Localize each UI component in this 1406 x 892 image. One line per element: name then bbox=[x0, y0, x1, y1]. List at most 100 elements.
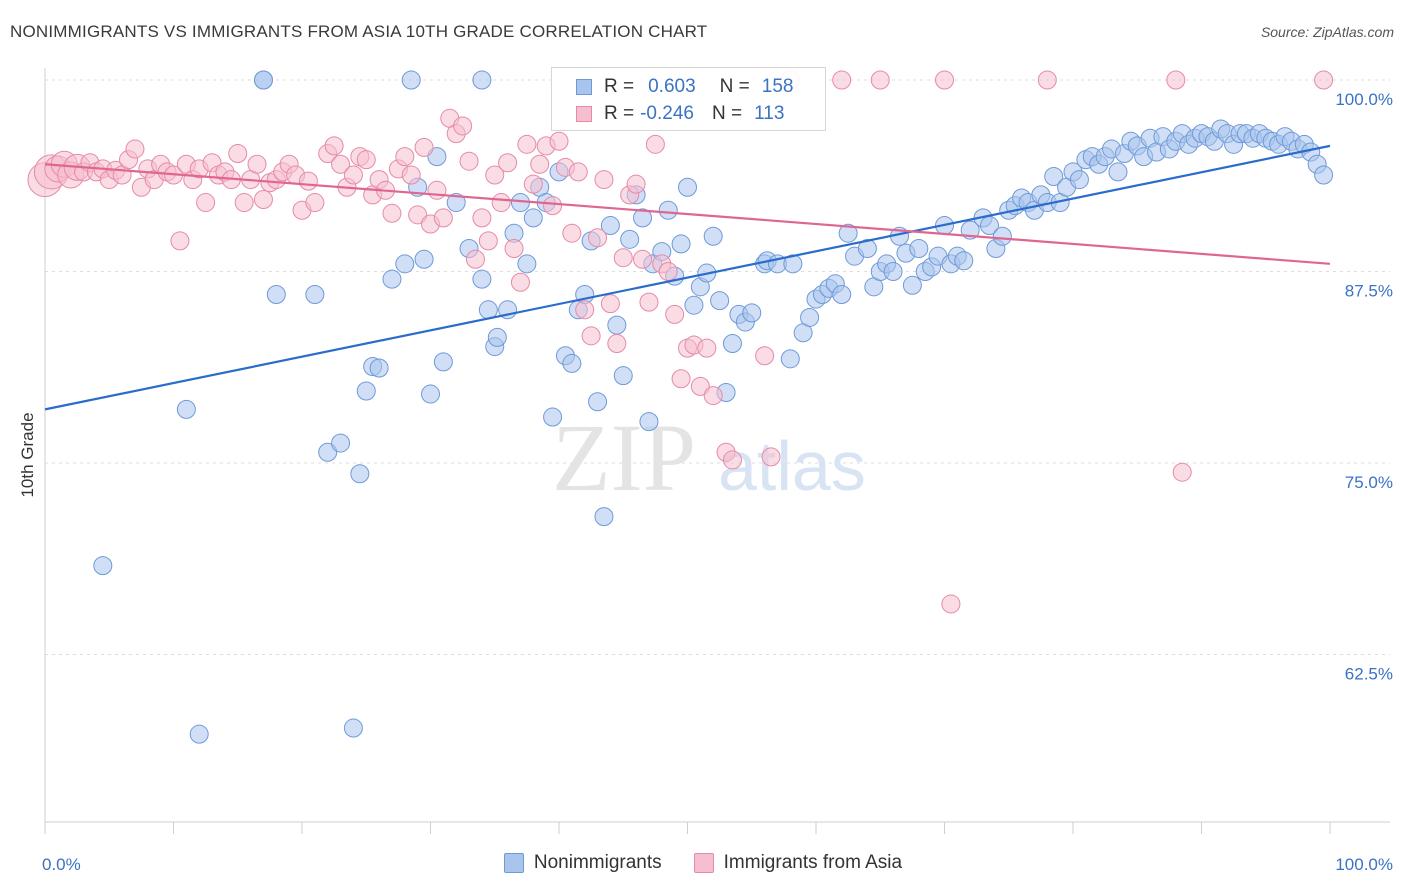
data-point bbox=[954, 251, 974, 271]
data-point bbox=[395, 147, 415, 167]
data-point bbox=[800, 307, 820, 327]
data-point bbox=[780, 349, 800, 369]
data-point bbox=[523, 174, 543, 194]
data-point bbox=[935, 70, 954, 90]
data-point bbox=[401, 70, 421, 90]
data-point bbox=[1172, 462, 1192, 482]
data-point bbox=[671, 369, 691, 389]
legend-item-nonimmigrants[interactable]: Nonimmigrants bbox=[503, 852, 662, 874]
data-point bbox=[703, 386, 723, 406]
data-point bbox=[588, 228, 608, 248]
data-point bbox=[658, 200, 678, 220]
data-point bbox=[633, 208, 653, 228]
data-point bbox=[170, 231, 190, 251]
data-point bbox=[93, 556, 113, 576]
data-point bbox=[633, 249, 653, 269]
stats-swatch-immigrants bbox=[576, 106, 592, 122]
data-point bbox=[298, 171, 318, 191]
data-point bbox=[594, 507, 614, 527]
series-legend: Nonimmigrants Immigrants from Asia bbox=[0, 852, 1406, 874]
data-point bbox=[832, 284, 852, 304]
data-point bbox=[504, 239, 524, 259]
data-point bbox=[783, 254, 803, 274]
data-point bbox=[543, 407, 563, 427]
data-point bbox=[678, 177, 697, 197]
data-point bbox=[356, 381, 376, 401]
data-point bbox=[433, 352, 453, 372]
data-point bbox=[588, 392, 608, 412]
legend-item-immigrants[interactable]: Immigrants from Asia bbox=[693, 852, 903, 874]
legend-label-nonimmigrants: Nonimmigrants bbox=[533, 852, 662, 873]
data-point bbox=[478, 231, 498, 251]
stats-swatch-nonimmigrants bbox=[576, 79, 592, 95]
data-point bbox=[543, 196, 563, 216]
data-point bbox=[1314, 165, 1334, 185]
data-point bbox=[581, 326, 601, 346]
data-point bbox=[266, 284, 286, 304]
data-point bbox=[485, 165, 505, 185]
data-point bbox=[620, 229, 640, 249]
r-value: 0.603 bbox=[648, 76, 696, 97]
data-point bbox=[408, 205, 428, 225]
data-point bbox=[1314, 70, 1334, 90]
data-point bbox=[331, 433, 351, 453]
watermark-zip: ZIP bbox=[552, 404, 696, 511]
stats-legend: R = 0.603 N = 158 R = -0.246 N = 113 bbox=[551, 67, 826, 131]
data-point bbox=[414, 249, 434, 269]
watermark-atlas: atlas bbox=[718, 427, 866, 505]
r-label: R = bbox=[604, 76, 635, 97]
data-point bbox=[427, 147, 447, 167]
data-point bbox=[645, 134, 665, 154]
data-point bbox=[1044, 167, 1064, 187]
data-point bbox=[832, 70, 852, 90]
data-point bbox=[909, 239, 929, 259]
data-point bbox=[568, 162, 588, 182]
data-point bbox=[343, 718, 363, 738]
data-point bbox=[498, 153, 518, 173]
n-label: N = bbox=[719, 76, 750, 97]
chart-title: NONIMMIGRANTS VS IMMIGRANTS FROM ASIA 10… bbox=[10, 22, 708, 41]
data-point bbox=[234, 193, 254, 213]
data-point bbox=[395, 254, 415, 274]
data-point bbox=[472, 269, 492, 289]
data-point bbox=[465, 249, 485, 269]
x-tick-label: 0.0% bbox=[42, 855, 81, 874]
data-point bbox=[421, 384, 440, 404]
data-point bbox=[350, 464, 370, 484]
n-label: N = bbox=[711, 103, 743, 124]
data-point bbox=[902, 275, 922, 295]
data-point bbox=[665, 304, 685, 324]
data-point bbox=[761, 447, 781, 467]
data-point bbox=[530, 154, 550, 174]
n-value: 158 bbox=[761, 76, 794, 97]
data-point bbox=[401, 165, 421, 185]
y-tick-label: 75.0% bbox=[1345, 473, 1393, 492]
data-point bbox=[992, 226, 1012, 246]
data-point bbox=[1166, 70, 1186, 90]
data-point bbox=[594, 170, 614, 190]
data-point bbox=[459, 151, 479, 171]
r-value: -0.246 bbox=[640, 103, 694, 124]
data-point bbox=[710, 291, 730, 311]
data-point bbox=[176, 399, 196, 419]
trend-lines bbox=[44, 144, 1331, 411]
data-point bbox=[125, 139, 145, 159]
watermark: ZIP atlas bbox=[552, 404, 866, 511]
data-point bbox=[607, 315, 627, 335]
data-point bbox=[883, 262, 903, 281]
data-point bbox=[600, 216, 620, 236]
data-point bbox=[253, 189, 273, 209]
data-point bbox=[613, 366, 633, 386]
data-point bbox=[755, 346, 775, 366]
data-point bbox=[196, 193, 216, 213]
r-label: R = bbox=[604, 103, 635, 124]
data-point bbox=[427, 180, 447, 200]
data-point bbox=[742, 303, 762, 323]
legend-label-immigrants: Immigrants from Asia bbox=[723, 852, 903, 873]
trend-line bbox=[44, 144, 1331, 411]
data-point bbox=[562, 223, 582, 243]
data-point bbox=[626, 174, 646, 194]
data-point bbox=[472, 208, 492, 228]
data-point bbox=[575, 300, 595, 320]
